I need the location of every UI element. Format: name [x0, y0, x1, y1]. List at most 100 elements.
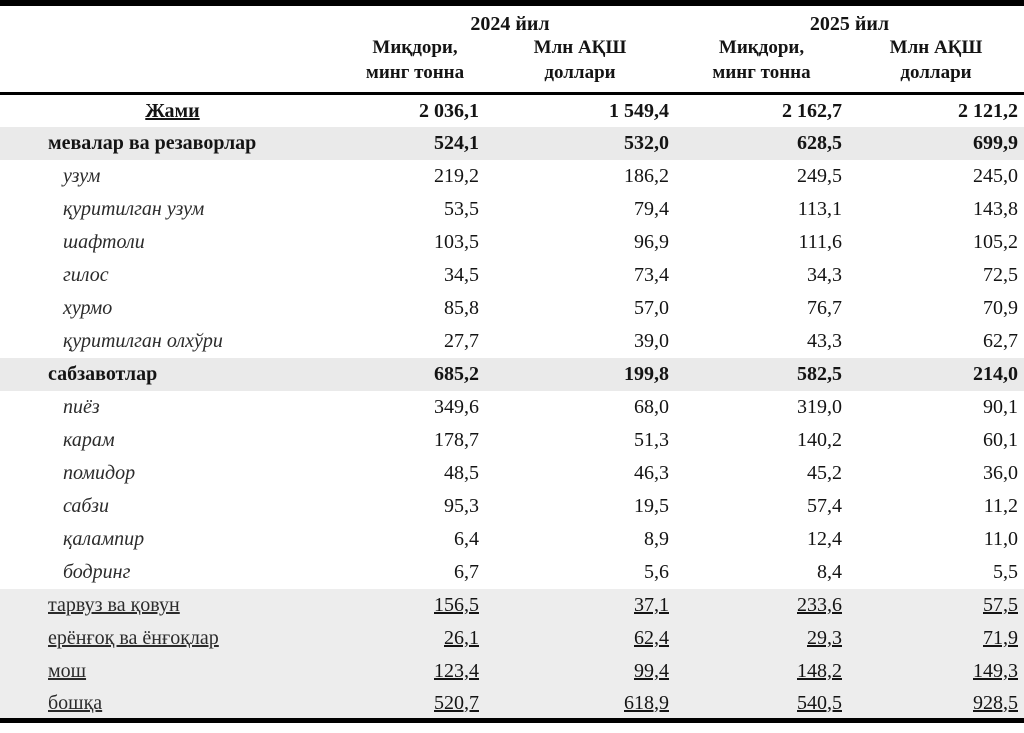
table-row: гилос 34,5 73,4 34,3 72,5	[0, 259, 1024, 292]
col-header-line: Миқдори,	[718, 37, 805, 58]
table-row: хурмо 85,8 57,0 76,7 70,9	[0, 292, 1024, 325]
row-label: бошқа	[48, 691, 103, 714]
value-cell: 140,2	[797, 428, 842, 451]
value-cell: 618,9	[624, 691, 669, 714]
value-cell: 349,6	[434, 395, 479, 418]
value-cell: 582,5	[797, 362, 842, 385]
value-cell: 45,2	[807, 461, 842, 484]
value-cell: 68,0	[634, 395, 669, 418]
value-cell: 524,1	[434, 131, 479, 154]
table-row: қуритилган олхўри 27,7 39,0 43,3 62,7	[0, 325, 1024, 358]
table-row: помидор 48,5 46,3 45,2 36,0	[0, 457, 1024, 490]
col-header-quantity-2025: Миқдори, минг тонна	[675, 36, 848, 96]
value-cell: 26,1	[444, 626, 479, 649]
value-cell: 178,7	[434, 428, 479, 451]
value-cell: 71,9	[983, 626, 1018, 649]
table-header: 2024 йил 2025 йил Миқдори, минг тонна Мл…	[0, 3, 1024, 96]
table-row: мош 123,4 99,4 148,2 149,3	[0, 654, 1024, 688]
value-cell: 199,8	[624, 362, 669, 385]
value-cell: 8,9	[644, 527, 669, 550]
value-cell: 29,3	[807, 626, 842, 649]
value-cell: 19,5	[634, 494, 669, 517]
value-cell: 2 036,1	[419, 99, 479, 122]
col-header-line: минг тонна	[365, 61, 465, 83]
year-2025-header: 2025 йил	[809, 13, 890, 35]
value-cell: 34,3	[807, 263, 842, 286]
value-cell: 79,4	[634, 197, 669, 220]
value-cell: 73,4	[634, 263, 669, 286]
col-header-quantity-2024: Миқдори, минг тонна	[345, 36, 485, 96]
table-row: ерёнғоқ ва ёнғоқлар 26,1 62,4 29,3 71,9	[0, 621, 1024, 655]
value-cell: 156,5	[434, 593, 479, 616]
value-cell: 105,2	[973, 230, 1018, 253]
table-body: Жами 2 036,1 1 549,4 2 162,7 2 121,2 мевалар …	[0, 94, 1024, 721]
value-cell: 39,0	[634, 329, 669, 352]
value-cell: 214,0	[973, 362, 1018, 385]
value-cell: 85,8	[444, 296, 479, 319]
value-cell: 520,7	[434, 691, 479, 714]
value-cell: 928,5	[973, 691, 1018, 714]
value-cell: 540,5	[797, 691, 842, 714]
value-cell: 245,0	[973, 164, 1018, 187]
value-cell: 72,5	[983, 263, 1018, 286]
value-cell: 60,1	[983, 428, 1018, 451]
empty-label-header	[0, 36, 345, 96]
row-label: Жами	[145, 99, 200, 122]
table-row: карам 178,7 51,3 140,2 60,1	[0, 424, 1024, 457]
col-header-line: Млн АҚШ	[533, 37, 627, 58]
value-cell: 57,0	[634, 296, 669, 319]
value-cell: 11,2	[983, 494, 1018, 517]
value-cell: 76,7	[807, 296, 842, 319]
value-cell: 36,0	[983, 461, 1018, 484]
value-cell: 57,5	[983, 593, 1018, 616]
year-header-row: 2024 йил 2025 йил	[0, 3, 1024, 36]
value-cell: 46,3	[634, 461, 669, 484]
row-label: қуритилган олхўри	[63, 329, 223, 352]
table-row: бодринг 6,7 5,6 8,4 5,5	[0, 556, 1024, 589]
col-header-line: Млн АҚШ	[889, 37, 983, 58]
table-row: мевалар ва резаворлар 524,1 532,0 628,5 699,…	[0, 126, 1024, 160]
value-cell: 148,2	[797, 659, 842, 682]
row-label: помидор	[63, 461, 136, 484]
col-header-usd-2025: Млн АҚШ доллари	[848, 36, 1024, 96]
subheader-row: Миқдори, минг тонна Млн АҚШ доллари Миқд…	[0, 36, 1024, 96]
value-cell: 99,4	[634, 659, 669, 682]
value-cell: 1 549,4	[609, 99, 669, 122]
table-row: сабзавотлар 685,2 199,8 582,5 214,0	[0, 357, 1024, 391]
row-label: қалампир	[63, 527, 145, 550]
empty-corner-cell	[0, 3, 345, 36]
value-cell: 96,9	[634, 230, 669, 253]
value-cell: 51,3	[634, 428, 669, 451]
value-cell: 5,6	[644, 560, 669, 583]
value-cell: 8,4	[817, 560, 842, 583]
value-cell: 628,5	[797, 131, 842, 154]
row-label: сабзи	[63, 494, 109, 517]
value-cell: 37,1	[634, 593, 669, 616]
value-cell: 532,0	[624, 131, 669, 154]
row-label: шафтоли	[63, 230, 145, 253]
value-cell: 62,4	[634, 626, 669, 649]
value-cell: 319,0	[797, 395, 842, 418]
col-header-line: доллари	[900, 61, 972, 83]
col-header-line: доллари	[544, 61, 616, 83]
value-cell: 12,4	[807, 527, 842, 550]
value-cell: 113,1	[797, 197, 842, 220]
value-cell: 2 121,2	[958, 99, 1018, 122]
value-cell: 143,8	[973, 197, 1018, 220]
col-header-line: минг тонна	[712, 61, 811, 83]
value-cell: 11,0	[983, 527, 1018, 550]
table-row: бошқа 520,7 618,9 540,5 928,5	[0, 687, 1024, 721]
table-row: пиёз 349,6 68,0 319,0 90,1	[0, 391, 1024, 424]
table-row: Жами 2 036,1 1 549,4 2 162,7 2 121,2	[0, 94, 1024, 127]
value-cell: 90,1	[983, 395, 1018, 418]
value-cell: 149,3	[973, 659, 1018, 682]
row-label: узум	[63, 164, 101, 187]
value-cell: 186,2	[624, 164, 669, 187]
value-cell: 62,7	[983, 329, 1018, 352]
col-header-line: Миқдори,	[372, 37, 458, 58]
value-cell: 53,5	[444, 197, 479, 220]
value-cell: 685,2	[434, 362, 479, 385]
col-header-usd-2024: Млн АҚШ доллари	[485, 36, 675, 96]
value-cell: 103,5	[434, 230, 479, 253]
